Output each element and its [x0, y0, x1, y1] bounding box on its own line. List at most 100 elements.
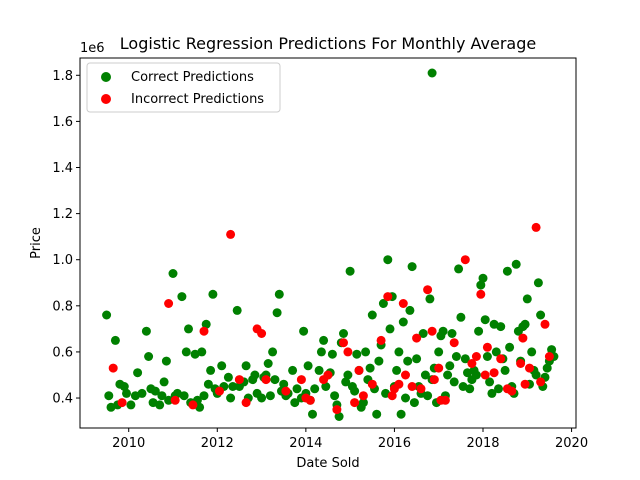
y-axis-label: Price — [29, 227, 44, 259]
correct-point-141 — [454, 264, 464, 274]
correct-point-138 — [447, 329, 457, 338]
correct-point-136 — [443, 370, 453, 380]
correct-point-90 — [343, 370, 353, 380]
correct-point-41 — [217, 361, 227, 371]
correct-point-142 — [456, 312, 466, 322]
correct-point-117 — [403, 356, 413, 366]
incorrect-point-55 — [520, 379, 530, 389]
correct-point-34 — [199, 391, 209, 401]
incorrect-point-38 — [429, 375, 439, 385]
x-tick-label: 2016 — [378, 436, 411, 451]
correct-point-58 — [265, 391, 275, 401]
correct-point-114 — [396, 409, 406, 419]
correct-point-156 — [487, 388, 497, 398]
incorrect-point-19 — [332, 405, 342, 415]
incorrect-point-27 — [383, 292, 393, 302]
incorrect-point-36 — [423, 285, 433, 295]
correct-point-57 — [263, 359, 273, 368]
correct-point-83 — [327, 349, 337, 359]
incorrect-point-24 — [358, 391, 368, 401]
correct-point-121 — [412, 354, 422, 364]
correct-point-115 — [398, 317, 408, 327]
incorrect-point-30 — [394, 379, 404, 389]
correct-point-36 — [203, 379, 213, 389]
correct-point-86 — [334, 412, 344, 421]
incorrect-point-54 — [518, 333, 528, 343]
incorrect-point-47 — [480, 370, 490, 380]
y-tick-label: 0.4 — [52, 392, 73, 407]
incorrect-point-42 — [449, 338, 459, 348]
correct-point-19 — [159, 377, 169, 387]
legend: Correct Predictions Incorrect Prediction… — [86, 62, 281, 113]
correct-point-98 — [361, 347, 371, 357]
correct-point-154 — [482, 352, 492, 361]
correct-point-144 — [460, 354, 470, 364]
correct-point-12 — [141, 326, 151, 336]
correct-point-0 — [102, 310, 112, 320]
correct-point-151 — [476, 280, 486, 290]
correct-point-158 — [491, 347, 501, 357]
correct-point-97 — [358, 398, 368, 408]
correct-point-106 — [378, 299, 388, 308]
incorrect-point-12 — [261, 375, 271, 385]
incorrect-point-41 — [440, 395, 450, 405]
correct-point-43 — [223, 372, 233, 382]
incorrect-point-9 — [241, 398, 251, 408]
legend-label-incorrect: Incorrect Predictions — [131, 92, 264, 107]
correct-point-126 — [423, 391, 433, 401]
correct-point-100 — [365, 363, 375, 373]
y-tick-label: 1.0 — [52, 253, 73, 268]
correct-point-6 — [119, 382, 129, 391]
incorrect-point-58 — [536, 377, 546, 387]
correct-point-134 — [438, 326, 448, 336]
incorrect-point-46 — [476, 289, 486, 299]
incorrect-point-60 — [544, 352, 554, 361]
correct-point-149 — [471, 370, 481, 380]
incorrect-point-0 — [108, 363, 118, 373]
correct-point-10 — [133, 368, 143, 378]
correct-point-91 — [345, 266, 355, 276]
correct-point-112 — [392, 365, 402, 375]
correct-point-113 — [394, 347, 404, 357]
incorrect-point-8 — [234, 375, 244, 385]
correct-point-11 — [137, 388, 147, 398]
correct-point-109 — [385, 324, 395, 334]
correct-point-8 — [126, 400, 136, 410]
x-axis: 2010 2012 2014 2016 2018 2020 — [112, 428, 588, 451]
correct-point-119 — [407, 262, 417, 272]
correct-point-49 — [241, 361, 251, 371]
correct-point-162 — [500, 365, 510, 375]
y-tick-label: 1.2 — [52, 207, 73, 222]
incorrect-point-31 — [398, 299, 408, 308]
correct-point-18 — [157, 391, 167, 401]
correct-point-140 — [451, 352, 461, 361]
incorrect-point-53 — [516, 359, 526, 368]
incorrect-point-32 — [401, 370, 410, 380]
incorrect-point-21 — [343, 347, 353, 357]
correct-point-59 — [268, 347, 278, 357]
correct-point-84 — [330, 391, 340, 401]
correct-point-69 — [292, 384, 302, 394]
correct-point-171 — [520, 319, 530, 329]
correct-point-125 — [420, 370, 430, 380]
incorrect-point-48 — [482, 342, 492, 352]
correct-point-150 — [474, 326, 484, 336]
correct-point-16 — [150, 386, 160, 396]
correct-point-153 — [480, 315, 490, 325]
incorrect-point-4 — [188, 400, 198, 410]
correct-point-181 — [542, 363, 552, 373]
correct-point-78 — [316, 347, 326, 357]
correct-point-27 — [181, 347, 191, 357]
incorrect-point-18 — [323, 370, 333, 380]
incorrect-point-45 — [471, 352, 481, 361]
correct-point-62 — [274, 289, 284, 299]
correct-point-60 — [270, 375, 280, 385]
correct-point-120 — [409, 398, 419, 408]
x-axis-label: Date Sold — [296, 456, 359, 471]
y-tick-label: 1.6 — [52, 115, 73, 130]
incorrect-point-34 — [412, 333, 422, 343]
correct-point-94 — [352, 349, 362, 359]
incorrect-point-5 — [199, 326, 209, 336]
correct-point-22 — [168, 269, 178, 278]
